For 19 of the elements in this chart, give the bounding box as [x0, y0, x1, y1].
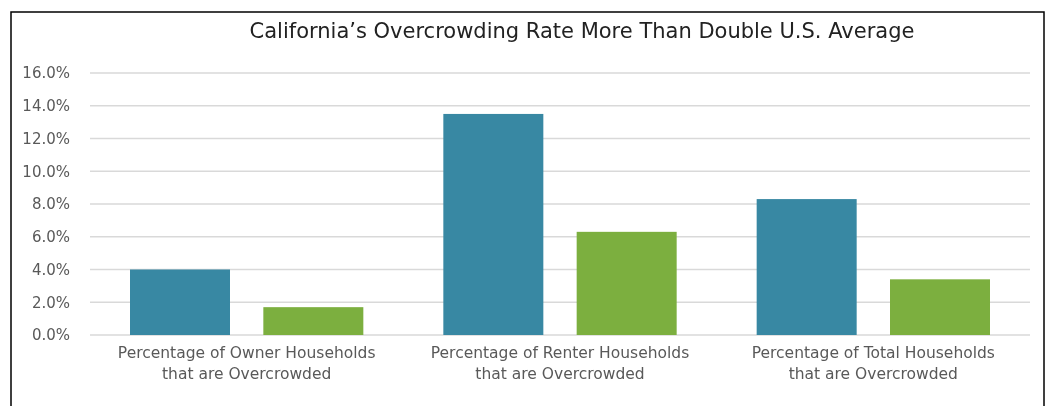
chart-title: California’s Overcrowding Rate More Than Double U.S. Average — [249, 19, 915, 43]
bar — [756, 199, 857, 335]
y-tick-label: 6.0% — [31, 228, 70, 246]
bar — [576, 231, 677, 335]
x-tick-label: Percentage of Total Households that are Overcrowded — [751, 344, 995, 383]
y-tick-label: 12.0% — [22, 129, 70, 148]
y-tick-label: 10.0% — [22, 162, 70, 181]
bar — [890, 279, 990, 335]
y-tick-label: 4.0% — [31, 260, 70, 279]
y-tick-label: 0.0% — [31, 326, 70, 345]
y-tick-label: 16.0% — [22, 64, 70, 83]
y-tick-label: 2.0% — [31, 293, 70, 312]
bar — [443, 113, 544, 335]
y-tick-label: 14.0% — [22, 97, 70, 115]
y-tick-label: 8.0% — [31, 195, 70, 214]
x-tick-label: Percentage of Renter Households that are Overcrowded — [430, 344, 690, 383]
x-tick-label: Percentage of Owner Households that are Overcrowded — [117, 344, 376, 383]
bar — [263, 307, 364, 335]
bar — [130, 269, 230, 335]
